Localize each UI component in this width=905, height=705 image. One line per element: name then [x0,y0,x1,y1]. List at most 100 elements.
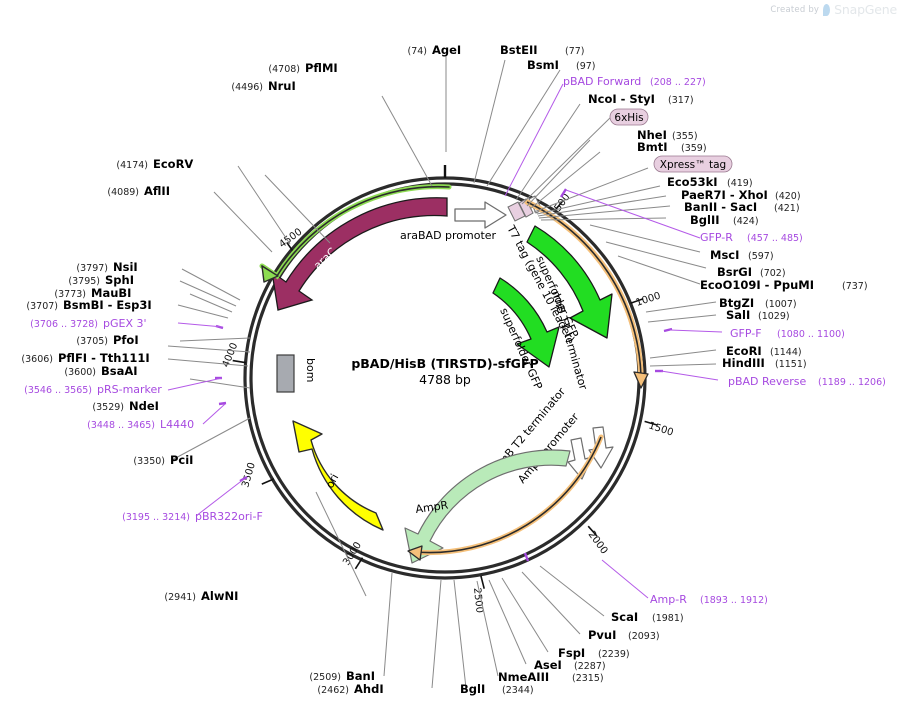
site-name-msci: MscI [710,248,739,262]
site-name-bglii: BglII [690,213,720,227]
site-pos-nmeaiii: (2315) [572,673,604,684]
site-name-nsii: NsiI [113,260,138,274]
primer-range-pgex3: (3706 .. 3728) [30,319,98,330]
site-pos-pflfi-tth111i: (3606) [21,354,53,365]
tick-label-2000: 2000 [586,529,610,556]
primer-range-gfp-f: (1080 .. 1100) [777,329,845,340]
site-name-sali: SalI [726,308,750,322]
feature-label-arabad-promoter: araBAD promoter [400,229,497,242]
tag-badge-xpress[interactable]: Xpress™ tag [653,155,733,173]
snapgene-leaf-icon [823,3,831,16]
primer-name-l4440: L4440 [160,418,194,431]
site-name-pvui: PvuI [588,628,616,642]
primer-name-amp-r: Amp-R [650,593,687,606]
site-pos-maubi: (3773) [54,289,86,300]
site-pos-ncoi-styi: (317) [668,95,694,106]
tick-marks [232,165,658,589]
site-name-asei: AseI [534,658,562,672]
feature-label-bom: bom [304,358,317,382]
site-pos-pfoi: (3705) [76,336,108,347]
site-pos-alwni: (2941) [164,592,196,603]
feature-arabad-promoter[interactable]: araBAD promoter [400,201,507,242]
tick-label-1500: 1500 [647,420,675,438]
tick-label-3500: 3500 [240,461,258,488]
site-name-nmeaiii: NmeAIII [498,670,549,684]
site-pos-scai: (1981) [652,613,684,624]
feature-label-ori: ori [323,472,341,491]
site-name-eco53ki: Eco53kI [667,175,718,189]
primer-name-pgex3: pGEX 3' [103,317,147,330]
site-name-maubi: MauBI [91,286,131,300]
primer-name-pbr322ori-f: pBR322ori-F [195,510,263,523]
plasmid-center-label: pBAD/HisB (TIRSTD)-sfGFP 4788 bp [351,356,538,387]
site-name-bani: BanI [346,669,375,683]
labels-top: (4496) NruI (4708) PflMI (74) AgeI BstEI… [231,43,595,93]
tick-label-1000: 1000 [635,291,663,309]
tag-label-xpress: Xpress™ tag [660,159,726,171]
primer-range-amp-r: (1893 .. 1912) [700,595,768,606]
site-pos-msci: (597) [748,251,774,262]
site-name-pflmi: PflMI [305,61,338,75]
site-name-bsrgi: BsrGI [717,265,752,279]
site-pos-bsmbi-esp3i: (3707) [26,301,58,312]
feature-ori[interactable]: ori [292,420,384,531]
site-name-alwni: AlwNI [201,589,238,603]
site-name-bgli: BglI [460,682,485,696]
tag-label-6xhis: 6xHis [614,112,643,124]
site-pos-paer7i-xhoi: (420) [775,191,801,202]
primer-name-pbad-forward: pBAD Forward [563,75,641,88]
feature-bom[interactable]: bom [276,354,317,393]
site-name-hindiii: HindIII [722,356,765,370]
site-name-ncoi-styi: NcoI - StyI [588,92,655,106]
site-name-banii-saci: BanII - SacI [684,200,757,214]
site-name-btgzi: BtgZI [719,296,754,310]
site-name-scai: ScaI [611,610,638,624]
site-name-nhei: NheI [637,128,667,142]
site-pos-btgzi: (1007) [765,299,797,310]
site-pos-ecoo109i-ppumi: (737) [842,281,868,292]
site-name-pcii: PciI [170,453,193,467]
tag-badge-6xhis[interactable]: 6xHis [609,108,649,126]
site-pos-nrui: (4496) [231,82,263,93]
site-name-bmti: BmtI [637,140,668,154]
site-pos-pvui: (2093) [628,631,660,642]
site-pos-bsteii: (77) [565,46,585,57]
site-name-ndei: NdeI [129,399,159,413]
site-pos-ecori: (1144) [770,347,802,358]
site-name-bsaai: BsaAI [101,364,138,378]
site-pos-ahdi: (2462) [317,685,349,696]
primer-name-pbad-reverse: pBAD Reverse [728,375,806,388]
primer-name-gfp-r: GFP-R [700,231,733,244]
site-pos-pcii: (3350) [133,456,165,467]
plasmid-size: 4788 bp [419,372,471,387]
site-pos-ecorv: (4174) [116,160,148,171]
site-pos-asei: (2287) [574,661,606,672]
labels-left: (3195 .. 3214) pBR322ori-F (3350) PciI (… [21,157,262,523]
site-name-paer7i-xhoi: PaeR7I - XhoI [681,188,768,202]
feature-label-ampr: AmpR [415,498,450,515]
site-name-bsteii: BstEII [500,43,538,57]
site-pos-pflmi: (4708) [268,64,300,75]
primer-name-gfp-f: GFP-F [730,327,762,340]
primer-range-prs-marker: (3546 .. 3565) [24,385,92,396]
site-pos-bsrgi: (702) [760,268,786,279]
primer-arc-amp-r [407,434,604,561]
site-pos-fspi: (2239) [598,649,630,660]
site-pos-bmti: (359) [681,143,707,154]
site-pos-bsmi: (97) [576,61,596,72]
site-pos-bgli: (2344) [502,685,534,696]
site-name-bsmbi-esp3i: BsmBI - Esp3I [63,298,152,312]
site-pos-banii-saci: (421) [774,203,800,214]
site-name-fspi: FspI [558,646,585,660]
labels-right: pBAD Forward (208 .. 227) NcoI - StyI (3… [563,75,886,388]
site-pos-aflii: (4089) [107,187,139,198]
leader-lines [167,56,723,689]
site-pos-bsaai: (3600) [64,367,96,378]
snapgene-watermark: Created by SnapGene [770,2,897,17]
site-name-agei: AgeI [432,43,461,57]
site-name-nrui: NruI [268,79,296,93]
primer-range-pbr322ori-f: (3195 .. 3214) [122,512,190,523]
site-name-ecoo109i-ppumi: EcoO109I - PpuMI [700,278,814,292]
site-name-pflfi-tth111i: PflFI - Tth111I [58,351,150,365]
